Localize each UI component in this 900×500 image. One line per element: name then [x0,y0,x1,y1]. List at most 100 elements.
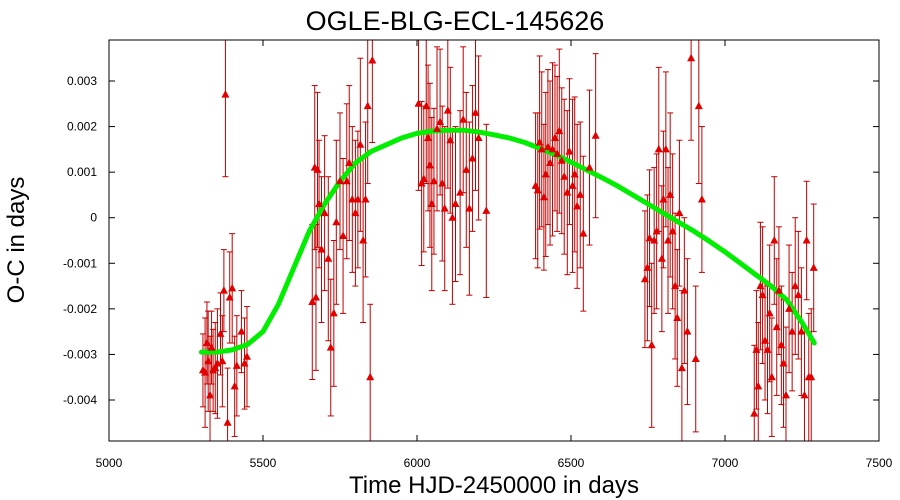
data-point [683,327,692,335]
data-point [242,352,251,360]
data-point [546,158,555,167]
data-point [363,101,372,110]
data-point [223,418,232,426]
data-point [691,354,700,362]
data-point [228,283,237,292]
data-point [761,336,770,344]
data-point [206,390,215,399]
data-point [474,133,483,141]
data-point [339,231,348,239]
data-point [465,204,474,212]
y-tick-label: 0.002 [67,120,97,134]
data-point [240,359,249,367]
data-point [687,53,696,62]
data-point [585,163,594,171]
data-point [754,381,763,390]
data-point [570,169,579,178]
chart-title: OGLE-BLG-ECL-145626 [306,6,605,36]
data-point [673,313,682,321]
data-point [785,304,794,312]
data-point [471,108,480,116]
data-point [671,281,680,290]
x-tick-label: 6000 [404,456,431,470]
data-point [366,372,375,381]
data-point [659,194,668,203]
data-point [640,274,649,283]
data-point [342,176,351,185]
data-point [361,194,370,203]
data-point [348,194,357,203]
data-point [550,133,559,141]
data-point [541,169,550,178]
data-point [697,194,706,203]
data-point [654,144,663,153]
data-point [356,140,365,148]
y-tick-label: 0.001 [67,165,97,179]
data-point [468,153,477,162]
data-point [553,149,562,157]
y-tick-label: -0.001 [63,256,97,270]
data-point [429,176,438,185]
data-point [221,90,230,98]
y-tick-label: -0.002 [63,302,97,316]
data-point [794,290,803,299]
data-point [668,226,677,235]
data-point [329,308,338,317]
data-point [694,101,703,110]
data-point [456,188,465,196]
y-axis-label: O-C in days [3,177,30,304]
data-point [232,361,241,369]
data-point [666,190,675,198]
data-point [317,245,326,253]
data-point [427,199,436,208]
y-tick-label: -0.003 [63,347,97,361]
data-point [482,206,491,214]
data-point [533,185,542,194]
data-point [664,236,673,244]
x-tick-label: 5000 [96,456,123,470]
data-point [573,201,582,210]
data-point [213,359,222,367]
data-point [756,281,765,290]
data-point [308,297,317,306]
data-point [313,165,322,173]
data-points [198,53,818,426]
data-point [800,390,809,399]
data-point [797,327,806,335]
fit-curve [198,127,817,355]
y-tick-label: -0.004 [63,393,97,407]
data-point [419,174,428,182]
data-point [661,144,670,153]
data-point [563,188,572,196]
data-point [204,356,213,365]
x-axis-label: Time HJD-2450000 in days [349,472,639,499]
data-point [446,135,455,144]
x-tick-label: 6500 [558,456,585,470]
x-tick-label: 7000 [712,456,739,470]
data-point [772,322,781,331]
data-point [230,381,239,390]
axis-ticks: 5000 5500 6000 6500 7000 7500 -0.004 -0.003 -0.0… [63,40,893,470]
data-point [425,160,434,169]
data-point [218,356,227,365]
fit-curve-group [198,127,817,355]
data-point [675,208,684,217]
data-point [537,144,546,153]
data-point [320,208,329,217]
data-point [767,372,776,381]
data-point [440,204,449,212]
data-point [565,147,574,155]
data-point [436,117,445,126]
plot-frame [108,39,880,442]
data-point [763,345,772,353]
data-point [791,281,800,290]
data-point [650,236,659,244]
data-point [807,372,816,381]
data-point [326,343,335,351]
data-point [417,179,426,187]
data-point [802,236,811,244]
data-point [643,263,652,271]
data-point [424,133,433,141]
data-point [422,101,431,110]
